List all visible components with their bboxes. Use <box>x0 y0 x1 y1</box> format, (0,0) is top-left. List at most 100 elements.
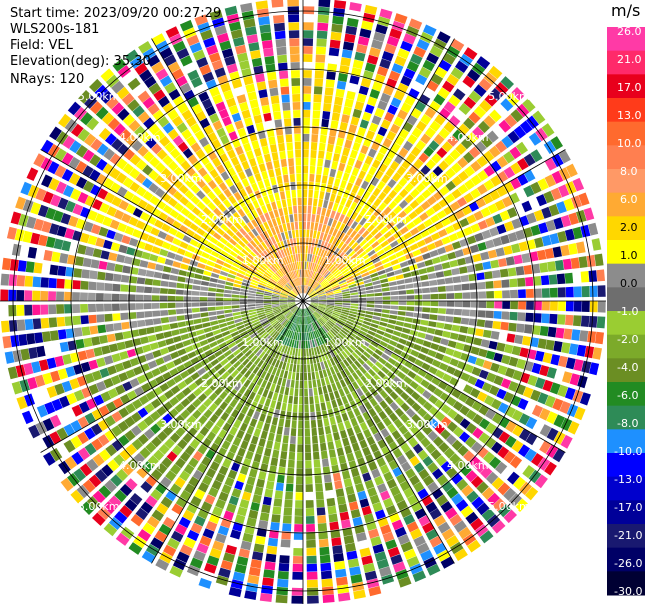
range-gate-cell <box>243 18 256 28</box>
range-gate-cell <box>99 334 108 344</box>
range-gate-cell <box>234 258 243 266</box>
range-gate-cell <box>417 352 427 361</box>
range-gate-cell <box>450 67 464 80</box>
range-gate-cell <box>48 291 56 301</box>
range-gate-cell <box>151 207 162 218</box>
range-gate-cell <box>267 219 274 229</box>
colorbar-segment <box>607 405 645 430</box>
range-gate-cell <box>349 230 358 239</box>
colorbar-segment <box>607 27 645 52</box>
range-gate-cell <box>361 323 370 330</box>
range-gate-cell <box>410 227 420 236</box>
range-gate-cell <box>125 478 138 491</box>
range-gate-cell <box>323 334 329 342</box>
range-gate-cell <box>235 44 247 55</box>
range-gate-cell <box>284 214 290 223</box>
range-gate-cell <box>353 323 361 329</box>
range-gate-cell <box>228 269 237 276</box>
range-gate-cell <box>263 195 270 205</box>
range-gate-cell <box>359 464 369 475</box>
range-gate-cell <box>470 517 484 531</box>
range-gate-cell <box>84 442 97 456</box>
range-gate-cell <box>223 89 234 100</box>
range-gate-cell <box>145 495 158 508</box>
colorbar-segment <box>607 571 645 596</box>
range-gate-cell <box>387 211 397 220</box>
range-gate-cell <box>429 120 441 132</box>
range-gate-cell <box>310 271 314 279</box>
range-gate-cell <box>177 141 189 153</box>
range-gate-cell <box>122 71 136 85</box>
range-gate-cell <box>578 192 590 206</box>
range-gate-cell <box>373 31 386 42</box>
range-gate-cell <box>466 214 477 225</box>
range-gate-cell <box>564 387 576 400</box>
range-gate-cell <box>346 356 353 365</box>
range-gate-cell <box>374 133 384 144</box>
range-gate-cell <box>504 344 514 354</box>
range-gate-cell <box>336 496 346 505</box>
range-gate-cell <box>393 90 405 101</box>
range-gate-cell <box>100 68 115 82</box>
range-gate-cell <box>355 214 363 223</box>
range-gate-cell <box>294 516 303 524</box>
range-gate-cell <box>268 529 279 539</box>
range-gate-cell <box>346 208 354 218</box>
range-gate-cell <box>414 288 422 294</box>
range-gate-cell <box>384 434 394 445</box>
range-gate-cell <box>245 450 254 460</box>
range-gate-cell <box>276 270 283 278</box>
range-gate-cell <box>161 223 171 233</box>
range-gate-cell <box>227 366 236 375</box>
range-gate-cell <box>373 208 382 217</box>
range-gate-cell <box>233 360 241 369</box>
range-gate-cell <box>134 62 148 76</box>
range-gate-cell <box>421 189 432 199</box>
range-gate-cell <box>183 360 193 369</box>
range-gate-cell <box>438 127 450 139</box>
range-gate-cell <box>306 539 316 548</box>
range-gate-cell <box>383 375 392 385</box>
range-gate-cell <box>397 255 407 263</box>
range-gate-cell <box>43 452 56 466</box>
range-gate-cell <box>374 244 383 253</box>
range-gate-cell <box>103 148 115 161</box>
range-gate-cell <box>431 488 444 500</box>
range-gate-cell <box>485 216 496 227</box>
range-gate-cell <box>289 387 294 396</box>
range-gate-cell <box>112 313 121 321</box>
range-gate-cell <box>247 91 258 101</box>
range-gate-cell <box>451 439 463 451</box>
range-gate-cell <box>259 512 270 522</box>
range-gate-cell <box>252 375 260 384</box>
range-gate-cell <box>280 451 288 460</box>
range-gate-cell <box>194 248 203 256</box>
range-gate-cell <box>214 217 223 227</box>
range-gate-cell <box>376 558 390 570</box>
range-gate-cell <box>152 109 165 122</box>
range-gate-cell <box>509 311 518 321</box>
range-gate-cell <box>90 259 100 269</box>
range-gate-cell <box>493 352 503 363</box>
range-gate-cell <box>516 460 529 474</box>
range-gate-cell <box>313 282 319 289</box>
range-gate-cell <box>213 435 224 446</box>
range-gate-cell <box>135 294 144 301</box>
range-gate-cell <box>338 455 347 464</box>
range-gate-cell <box>484 93 498 107</box>
range-gate-cell <box>268 374 275 383</box>
range-gate-cell <box>241 282 250 287</box>
range-gate-cell <box>289 330 294 339</box>
range-gate-cell <box>330 529 341 539</box>
range-gate-cell <box>356 532 367 542</box>
range-gate-cell <box>433 387 444 398</box>
range-gate-cell <box>350 574 363 584</box>
range-gate-cell <box>524 324 533 334</box>
azimuth-spoke <box>302 38 455 302</box>
range-gate-cell <box>104 283 113 291</box>
range-gate-cell <box>248 175 256 185</box>
range-gate-cell <box>293 254 297 262</box>
range-gate-cell <box>121 321 130 330</box>
range-gate-cell <box>298 316 301 325</box>
range-gate-cell <box>80 280 89 290</box>
